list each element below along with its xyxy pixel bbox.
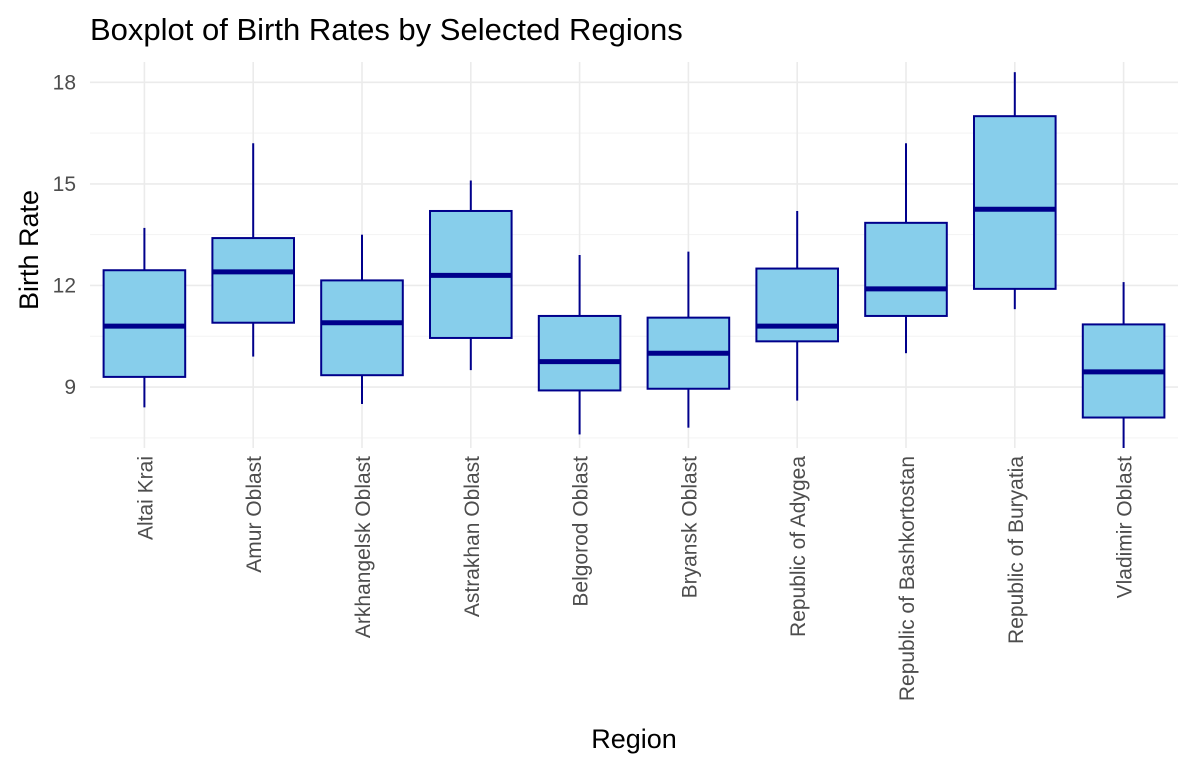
x-tick-label: Altai Krai: [134, 456, 157, 540]
box-6: [646, 251, 731, 428]
box-7: [755, 210, 840, 401]
y-tick-label: 15: [53, 173, 76, 196]
boxes-layer: [102, 72, 1166, 448]
x-tick-label: Arkhangelsk Oblast: [352, 456, 375, 638]
box-iqr: [320, 279, 404, 377]
y-tick-labels: 9 12 15 18: [53, 71, 76, 399]
box-10: [1081, 282, 1166, 448]
x-tick-label: Amur Oblast: [243, 456, 266, 573]
box-4: [429, 180, 513, 371]
box-3: [320, 234, 404, 404]
box-iqr: [755, 267, 840, 343]
box-1: [102, 227, 187, 408]
x-tick-label: Vladimir Oblast: [1114, 456, 1137, 599]
x-tick-label: Republic of Adygea: [787, 456, 810, 637]
box-8: [864, 143, 948, 354]
x-tick-label: Republic of Bashkortostan: [896, 456, 919, 701]
box-iqr: [973, 115, 1057, 290]
box-iqr: [537, 314, 622, 392]
y-tick-label: 12: [53, 274, 76, 297]
y-tick-label: 18: [53, 71, 76, 94]
x-tick-label: Bryansk Oblast: [678, 456, 701, 599]
chart-title: Boxplot of Birth Rates by Selected Regio…: [90, 12, 683, 47]
box-9: [973, 72, 1057, 310]
box-iqr: [864, 221, 948, 317]
y-axis-title: Birth Rate: [14, 190, 44, 310]
x-axis-title: Region: [591, 724, 677, 754]
box-iqr: [211, 237, 295, 324]
x-tick-label: Astrakhan Oblast: [461, 456, 484, 617]
x-tick-label: Republic of Buryatia: [1005, 456, 1028, 644]
x-tick-label: Belgorod Oblast: [570, 456, 593, 607]
box-iqr: [102, 269, 187, 378]
box-2: [211, 143, 295, 357]
y-tick-label: 9: [64, 376, 76, 399]
box-5: [537, 255, 622, 435]
x-tick-labels: Altai Krai Amur Oblast Arkhangelsk Oblast A…: [134, 456, 1136, 701]
